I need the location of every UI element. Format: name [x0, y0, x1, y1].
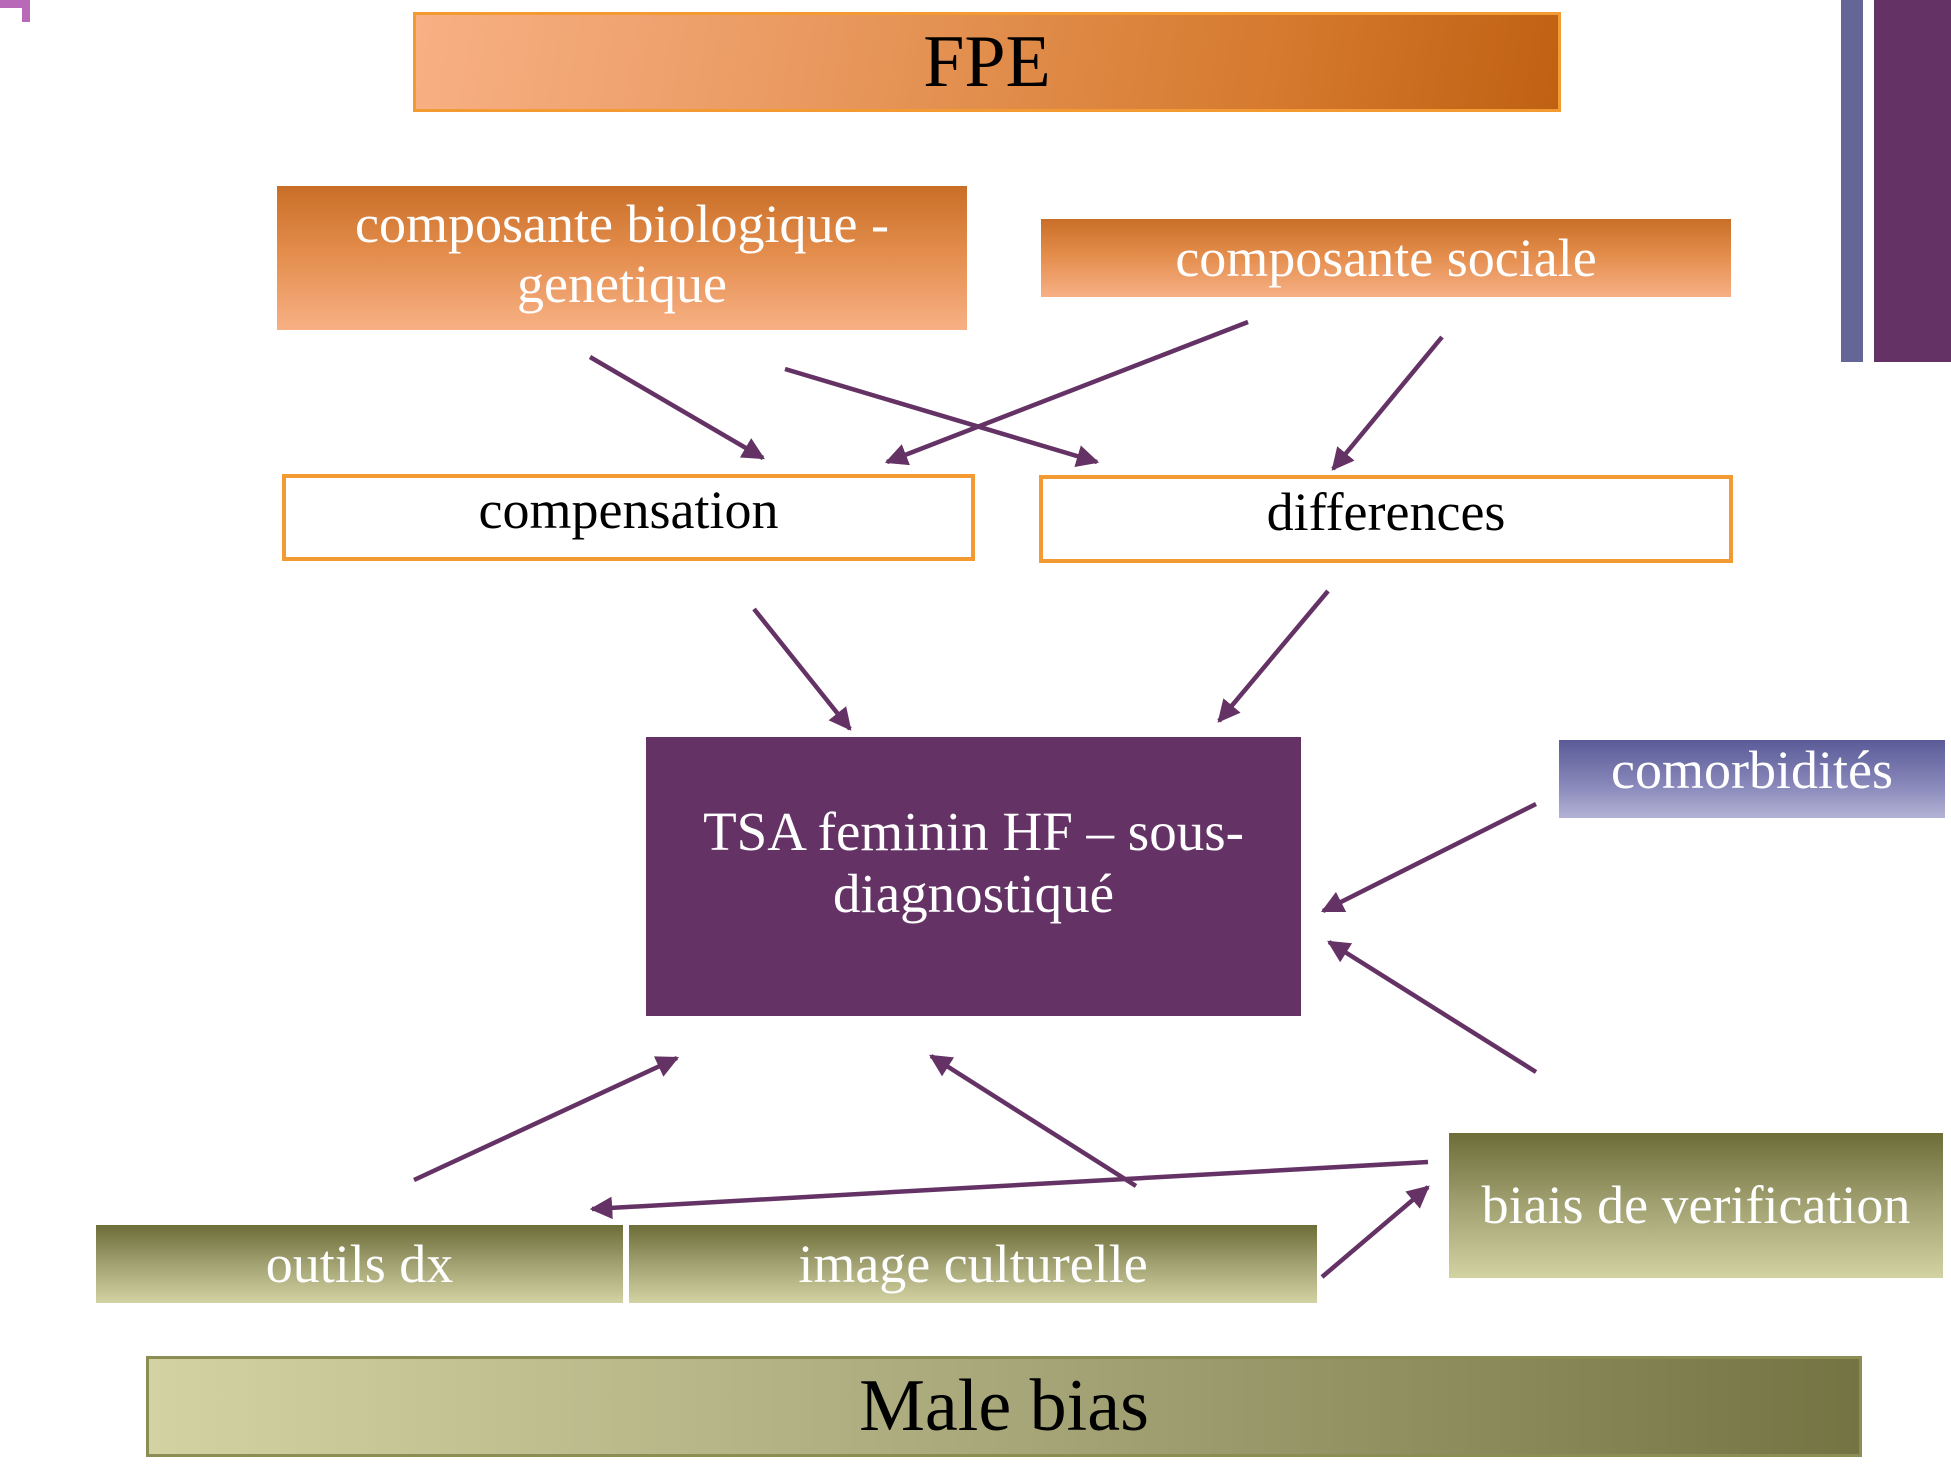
arrow-bio-to-differences — [784, 366, 1100, 467]
node-differences: differences — [1039, 475, 1733, 563]
arrow-biais-to-outils — [589, 1159, 1429, 1220]
node-biological-component: composante biologique - genetique — [277, 186, 967, 330]
male-bias-footer: Male bias — [146, 1356, 1862, 1457]
arrow-image-to-tsa — [929, 1054, 1138, 1188]
arrow-social-to-compensation — [884, 319, 1249, 466]
corner-decoration — [0, 0, 30, 22]
node-dx-tools: outils dx — [96, 1225, 623, 1303]
decorative-bar-blue — [1841, 0, 1863, 362]
arrow-image-to-biais — [1320, 1185, 1430, 1279]
fpe-title-box: FPE — [413, 12, 1561, 112]
arrow-differences-to-tsa — [1217, 589, 1330, 723]
arrow-outils-to-tsa — [413, 1055, 680, 1183]
node-compensation: compensation — [282, 474, 975, 561]
node-cultural-image: image culturelle — [629, 1225, 1317, 1303]
arrow-comorbidites-to-tsa — [1320, 801, 1538, 914]
decorative-bar-purple — [1874, 0, 1951, 362]
node-social-component: composante sociale — [1041, 219, 1731, 297]
node-verification-bias: biais de verification — [1449, 1133, 1943, 1278]
node-comorbidities: comorbidités — [1559, 740, 1945, 818]
node-tsa-underdiagnosed: TSA feminin HF – sous-diagnostiqué — [646, 737, 1301, 1016]
arrow-biais-to-tsa — [1327, 940, 1538, 1074]
arrow-social-to-differences — [1331, 335, 1444, 471]
arrow-bio-to-compensation — [588, 355, 765, 460]
arrow-compensation-to-tsa — [752, 607, 852, 731]
